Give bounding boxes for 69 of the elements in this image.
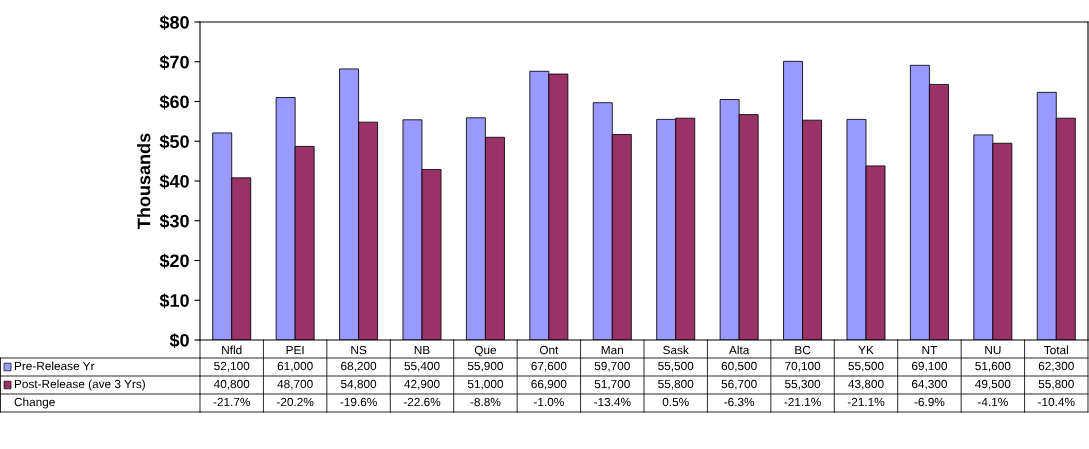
- text: -19.6%: [340, 397, 377, 407]
- x-tick-label: Nfld: [222, 345, 242, 355]
- text: 52,100: [214, 361, 250, 372]
- text: -21.1%: [847, 397, 885, 407]
- text: -13.4%: [594, 397, 631, 407]
- text: 51,000: [467, 379, 504, 390]
- text: 55,900: [467, 361, 504, 372]
- x-tick-label: Man: [601, 345, 623, 355]
- y-tick-label: $20: [159, 253, 189, 269]
- x-tick-label: Ont: [539, 345, 559, 355]
- y-axis-title: Thousands: [137, 133, 151, 229]
- text: 67,600: [531, 361, 567, 372]
- x-tick-label: Que: [474, 345, 497, 357]
- text: 55,800: [1038, 379, 1074, 390]
- text: -6.9%: [914, 397, 945, 407]
- text: -1.0%: [533, 397, 564, 407]
- legend-label: Pre-Release Yr: [14, 361, 95, 371]
- text: 66,900: [531, 379, 567, 390]
- x-tick-label: YK: [858, 345, 874, 355]
- text: 61,000: [277, 361, 313, 372]
- y-tick-label: $0: [169, 333, 189, 348]
- text: 68,200: [341, 361, 377, 372]
- text: 60,500: [721, 361, 757, 372]
- x-tick-label: Sask: [663, 345, 689, 355]
- text: 64,300: [911, 379, 948, 390]
- text: 40,800: [213, 379, 250, 390]
- y-tick-label: $70: [159, 54, 189, 70]
- text: -4.1%: [977, 397, 1008, 407]
- text: -21.1%: [784, 397, 821, 407]
- text: 56,700: [721, 379, 757, 390]
- x-tick-label: NU: [985, 345, 1001, 355]
- legend-label: Post-Release (ave 3 Yrs): [14, 379, 145, 391]
- text: 55,500: [658, 361, 694, 372]
- text: 48,700: [277, 379, 313, 390]
- x-tick-label: NS: [351, 345, 367, 355]
- text: -8.8%: [470, 397, 501, 407]
- text: 62,300: [1038, 361, 1074, 372]
- text: 51,700: [594, 379, 630, 390]
- x-tick-label: Total: [1044, 345, 1068, 355]
- text: 49,500: [975, 379, 1011, 390]
- text: -6.3%: [724, 397, 755, 407]
- y-tick-label: $10: [159, 293, 189, 309]
- text: -20.2%: [276, 397, 314, 407]
- x-tick-label: PEI: [286, 345, 304, 355]
- text: 55,800: [658, 379, 694, 390]
- text: 69,100: [911, 361, 948, 372]
- text: Change: [14, 397, 55, 409]
- text: 70,100: [785, 361, 821, 372]
- text: -22.6%: [403, 397, 441, 407]
- text: 54,800: [340, 379, 377, 390]
- text: 55,500: [848, 361, 884, 372]
- text: 0.5%: [662, 397, 689, 407]
- text: 43,800: [848, 379, 884, 390]
- y-tick-label: $40: [159, 174, 189, 189]
- text: -10.4%: [1038, 397, 1075, 407]
- x-tick-label: NB: [414, 345, 430, 355]
- text: 59,700: [594, 361, 630, 372]
- text: 55,300: [784, 379, 821, 390]
- y-tick-label: $60: [159, 94, 189, 110]
- x-tick-label: NT: [922, 345, 938, 355]
- y-tick-label: $30: [159, 213, 189, 229]
- y-tick-label: $80: [159, 15, 189, 30]
- text: -21.7%: [213, 397, 250, 407]
- text: 42,900: [404, 379, 440, 390]
- text: 51,600: [975, 361, 1011, 372]
- x-tick-label: BC: [795, 345, 811, 355]
- text: 55,400: [404, 361, 440, 372]
- y-tick-label: $50: [159, 134, 189, 150]
- x-tick-label: Alta: [729, 345, 750, 355]
